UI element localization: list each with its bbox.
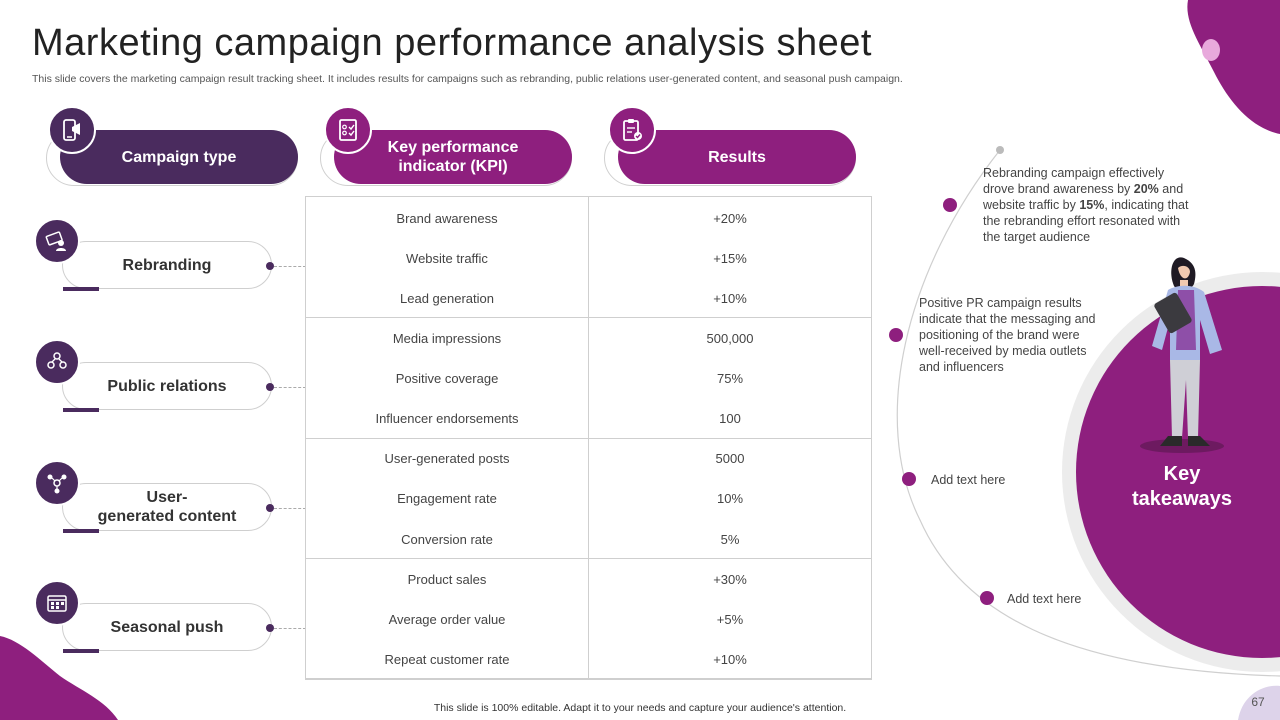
takeaway-1-text: Rebranding campaign effectively drove br… [983, 166, 1165, 196]
rebranding-connector-dot [266, 262, 274, 270]
table-column-divider [588, 197, 589, 679]
campaign-user-generated-content: User- generated content [62, 483, 272, 531]
takeaway-1-highlight: 15% [1079, 198, 1105, 212]
clipboard-check-icon [608, 106, 656, 154]
woman-with-tablet-illustration [1140, 257, 1224, 453]
campaign-type-header-label: Campaign type [121, 148, 237, 166]
result-cell: +30% [713, 571, 747, 587]
result-cell: 100 [719, 410, 741, 426]
result-cell: +10% [713, 290, 747, 306]
campaign-label: Seasonal push [110, 618, 224, 636]
public-relations-connector-line [274, 387, 306, 388]
people-network-icon [34, 339, 80, 385]
user-generated-content-accent-bar [63, 529, 99, 533]
rebranding-accent-bar [63, 287, 99, 291]
kpi-cell: Brand awareness [396, 210, 498, 226]
key-takeaways-circle [1076, 286, 1280, 658]
page-number: 67 [1251, 695, 1265, 709]
small-pink-blob [1202, 39, 1220, 61]
result-cell: +10% [713, 651, 747, 667]
page-subtitle: This slide covers the marketing campaign… [32, 73, 903, 85]
bottom-left-blob [0, 636, 118, 720]
key-takeaways-label: Key takeaways [1131, 463, 1233, 510]
footer-note: This slide is 100% editable. Adapt it to… [433, 702, 847, 714]
content-network-icon [34, 460, 80, 506]
results-header: Results [618, 130, 856, 184]
kpi-header: Key performance indicator (KPI) [334, 130, 572, 184]
takeaway-1: Rebranding campaign effectively drove br… [983, 165, 1198, 245]
seasonal-push-connector-dot [266, 624, 274, 632]
result-cell: 10% [716, 490, 744, 506]
kpi-cell: Lead generation [400, 290, 494, 306]
kpi-header-label: Key performance indicator (KPI) [387, 139, 519, 175]
user-generated-content-connector-line [274, 508, 306, 509]
seasonal-push-connector-line [274, 628, 306, 629]
page-title: Marketing campaign performance analysis … [32, 22, 872, 64]
kpi-results-table: Brand awareness +20% Website traffic +15… [305, 196, 872, 680]
rebranding-connector-line [274, 266, 306, 267]
takeaway-1-text: , indicating that the rebranding effort … [983, 198, 1189, 244]
campaign-label: User- generated content [97, 489, 237, 525]
calendar-icon [34, 580, 80, 626]
takeaway-1-text: and website traffic by [983, 182, 1184, 212]
takeaway-3: Add text here [931, 473, 1006, 487]
timeline-start-dot [996, 146, 1004, 154]
takeaway-dot [980, 591, 994, 605]
results-header-label: Results [708, 148, 766, 166]
campaign-seasonal-push: Seasonal push [62, 603, 272, 651]
user-generated-content-connector-dot [266, 504, 274, 512]
takeaway-4: Add text here [1007, 592, 1082, 606]
public-relations-accent-bar [63, 408, 99, 412]
takeaway-dot [902, 472, 916, 486]
seasonal-push-accent-bar [63, 649, 99, 653]
kpi-cell: Conversion rate [401, 531, 493, 547]
takeaway-2: Positive PR campaign results indicate th… [919, 296, 1096, 374]
rebranding-icon [34, 218, 80, 264]
takeaway-1-highlight: 20% [1133, 182, 1159, 196]
campaign-rebranding: Rebranding [62, 241, 272, 289]
campaign-type-header: Campaign type [60, 130, 298, 184]
top-right-blob [1187, 0, 1280, 134]
result-cell: 500,000 [706, 330, 754, 346]
kpi-cell: Repeat customer rate [384, 651, 510, 667]
campaign-label: Rebranding [122, 256, 212, 274]
checklist-icon [324, 106, 372, 154]
campaign-label: Public relations [107, 377, 227, 395]
kpi-cell: Engagement rate [397, 490, 497, 506]
result-cell: 5000 [715, 450, 745, 466]
kpi-cell: Media impressions [392, 330, 502, 346]
mobile-megaphone-icon [48, 106, 96, 154]
page-number-blob [1238, 685, 1280, 720]
result-cell: +20% [713, 210, 747, 226]
result-cell: 5% [720, 531, 740, 547]
takeaway-dot [889, 328, 903, 342]
table-group-public-relations: Media impressions 500,000 Positive cover… [306, 318, 871, 439]
result-cell: 75% [716, 370, 744, 386]
kpi-cell: User-generated posts [384, 450, 510, 466]
result-cell: +15% [713, 250, 747, 266]
kpi-cell: Product sales [407, 571, 487, 587]
result-cell: +5% [716, 611, 744, 627]
kpi-cell: Positive coverage [395, 370, 499, 386]
timeline-arc [896, 149, 1280, 677]
kpi-cell: Influencer endorsements [375, 410, 519, 426]
kpi-cell: Average order value [388, 611, 506, 627]
public-relations-connector-dot [266, 383, 274, 391]
kpi-cell: Website traffic [406, 250, 488, 266]
takeaway-dot [943, 198, 957, 212]
campaign-public-relations: Public relations [62, 362, 272, 410]
